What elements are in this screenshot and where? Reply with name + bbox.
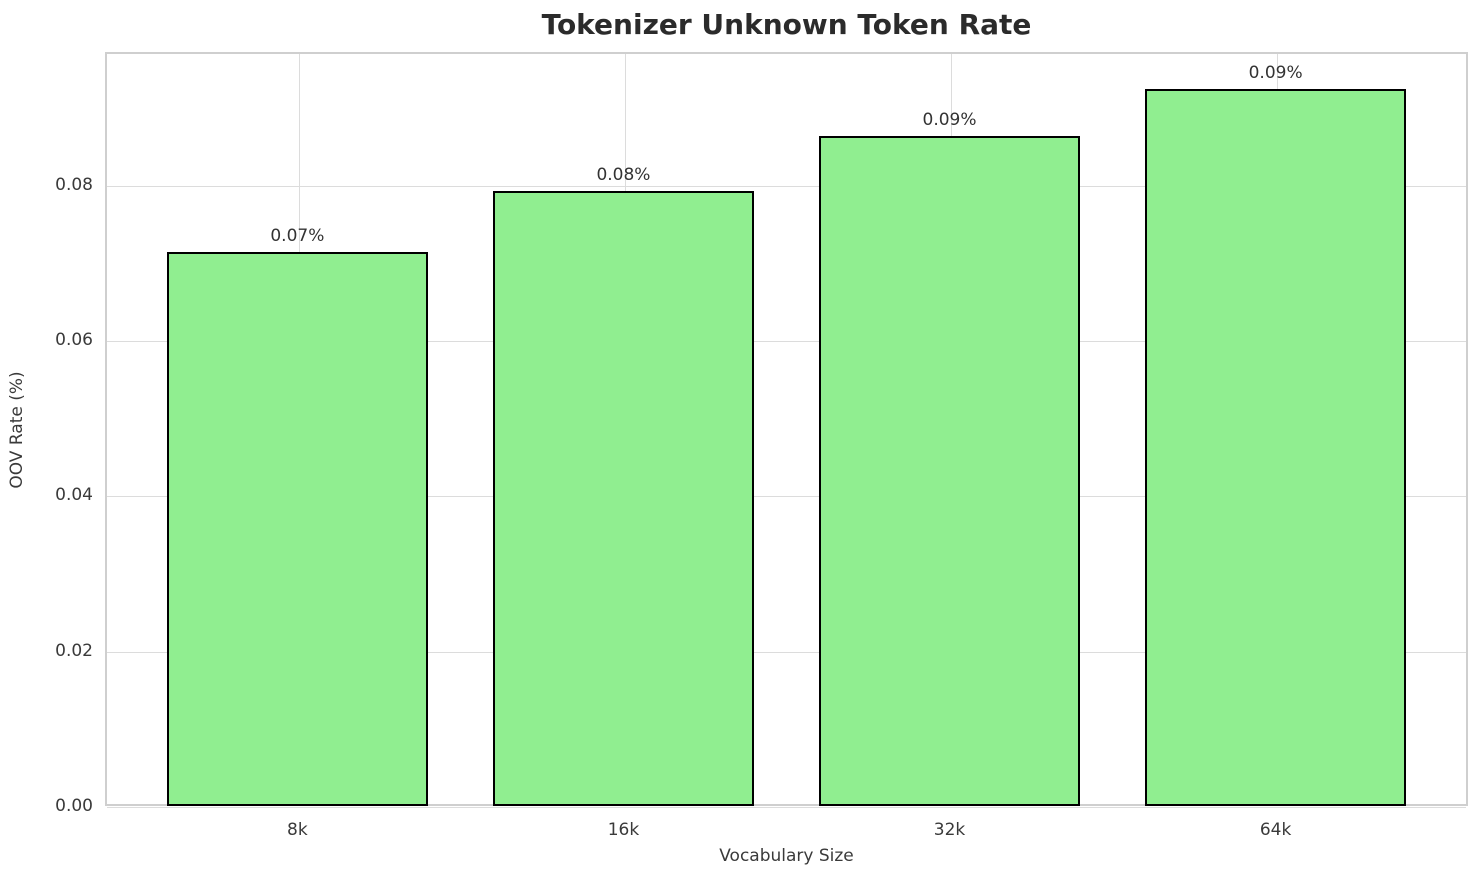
bar-value-label: 0.09% [1248,63,1303,84]
x-axis-label: Vocabulary Size [719,846,854,866]
bar-value-label: 0.09% [922,109,977,130]
y-tick-label: 0.00 [55,796,93,816]
chart-title: Tokenizer Unknown Token Rate [541,8,1032,41]
x-tick-label: 64k [1259,820,1292,840]
bar [166,252,428,806]
y-gridline [107,651,1466,653]
y-tick-label: 0.04 [55,485,93,506]
y-axis-label: OOV Rate (%) [7,371,27,489]
x-tick-label: 8k [287,820,308,840]
bar [1145,89,1407,806]
x-tick-label: 16k [607,820,640,840]
x-tick-label: 32k [933,820,966,840]
y-tick-label: 0.02 [55,640,93,661]
y-gridline [107,807,1466,808]
y-gridline [107,341,1466,343]
y-tick-label: 0.06 [55,330,93,351]
y-gridline [107,185,1466,187]
bar [493,190,754,806]
bar-value-label: 0.08% [596,164,651,185]
y-tick-label: 0.08 [55,174,93,195]
bar [819,135,1080,806]
bar-value-label: 0.07% [270,226,325,247]
y-gridline [107,496,1466,498]
